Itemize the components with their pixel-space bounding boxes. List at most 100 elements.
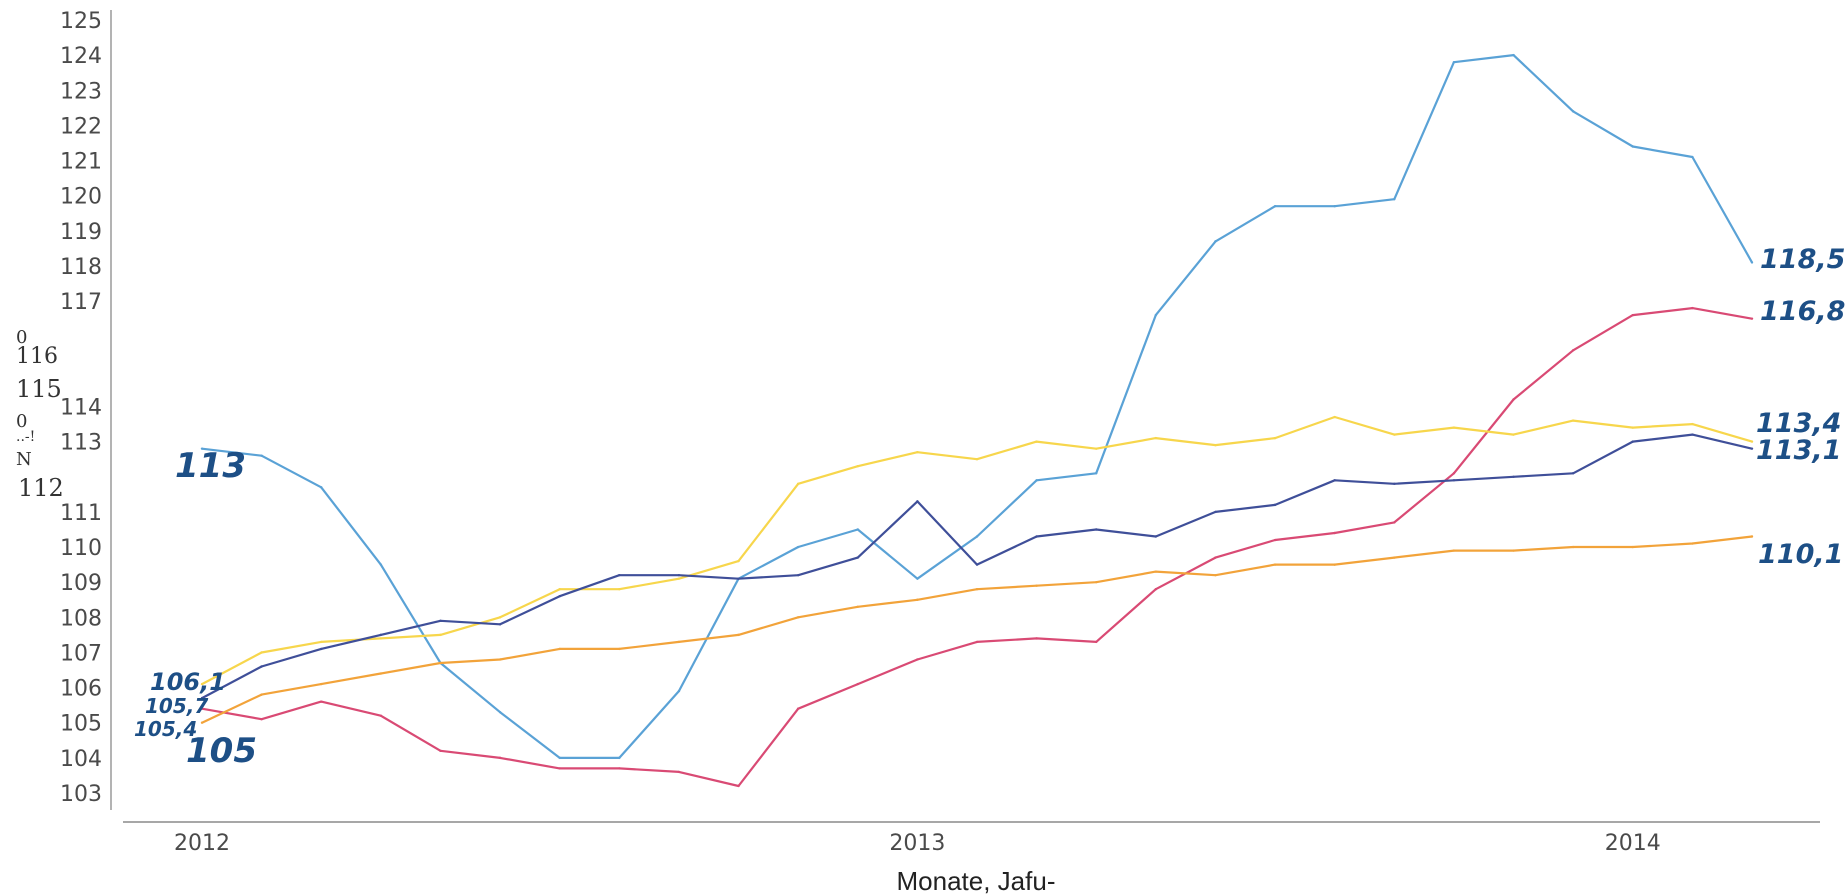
data-point	[1452, 549, 1456, 552]
data-point	[1631, 145, 1634, 148]
stray-n: N	[16, 449, 32, 470]
data-point	[1214, 443, 1217, 447]
data-point	[1750, 440, 1754, 443]
data-point	[916, 598, 919, 601]
data-point	[1214, 510, 1217, 514]
x-tick-label: 2014	[1605, 831, 1661, 856]
data-point	[1214, 556, 1217, 559]
data-point	[498, 756, 502, 760]
series-2	[200, 415, 1754, 686]
data-point	[1452, 479, 1456, 482]
data-point	[1035, 535, 1038, 538]
data-point	[1571, 419, 1575, 422]
data-point	[1631, 426, 1634, 429]
data-point	[260, 693, 263, 696]
y-tick-label: 105	[60, 712, 102, 737]
series-end-label: 113,4	[1756, 408, 1841, 439]
data-point	[379, 637, 383, 640]
stray-116: 116	[16, 344, 58, 369]
x-tick-labels: 2012 2013 2014	[174, 831, 1661, 856]
data-point	[200, 721, 204, 724]
data-point	[975, 588, 979, 591]
data-point	[1273, 563, 1277, 566]
y-tick-label: 104	[60, 747, 102, 772]
data-point	[916, 450, 919, 454]
data-point	[439, 661, 442, 665]
data-point	[1571, 545, 1575, 549]
data-point	[1333, 479, 1336, 482]
data-point	[1333, 205, 1336, 208]
data-point	[1512, 433, 1515, 436]
data-point	[320, 647, 323, 651]
data-point	[1214, 240, 1217, 243]
y-tick-label: 123	[60, 79, 102, 104]
data-point	[558, 756, 561, 760]
series-start-label: 105,7	[145, 694, 208, 718]
series-end-label: 113,1	[1756, 435, 1841, 466]
data-point	[1631, 440, 1634, 443]
data-point	[737, 559, 740, 563]
data-point	[1512, 549, 1515, 552]
data-point	[737, 784, 740, 788]
data-point	[975, 458, 979, 461]
data-point	[856, 528, 859, 531]
data-point	[677, 689, 681, 693]
data-point	[1750, 317, 1754, 320]
data-point	[1095, 528, 1098, 531]
data-point	[975, 563, 979, 566]
data-point	[498, 710, 502, 714]
data-point	[1333, 531, 1336, 535]
data-point	[1035, 584, 1038, 587]
data-point	[618, 647, 621, 651]
data-point	[1095, 472, 1098, 475]
stray-marks: 0 116 115 0 ..-! N 112	[16, 327, 64, 502]
data-point	[856, 556, 859, 559]
series-end-label: 116,8	[1760, 296, 1845, 327]
y-tick-label: 109	[60, 571, 102, 596]
data-point	[1333, 563, 1336, 566]
data-point	[498, 623, 502, 626]
data-point	[320, 640, 323, 644]
data-point	[1154, 535, 1158, 538]
stray-zero-b: 0	[16, 411, 27, 432]
series-start-label: 106,1	[150, 668, 226, 696]
y-tick-label: 103	[60, 782, 102, 807]
data-point	[796, 545, 800, 549]
data-point	[1095, 447, 1098, 450]
data-point	[1691, 306, 1694, 310]
y-tick-label: 110	[60, 536, 102, 561]
data-point	[677, 577, 681, 580]
series-start-label: 105	[186, 731, 257, 771]
data-point	[200, 682, 204, 686]
data-point	[737, 633, 740, 637]
data-point	[379, 563, 383, 566]
data-point	[856, 605, 859, 608]
y-tick-label: 106	[60, 677, 102, 702]
y-tick-label: 122	[60, 114, 102, 139]
y-tick-labels: 125 124 123 122 121 120 119 118 117 114 113 111 110 1…	[60, 9, 102, 807]
data-point	[975, 535, 979, 538]
y-tick-label: 119	[60, 220, 102, 245]
data-point	[1691, 422, 1694, 426]
data-point	[975, 640, 979, 644]
data-point	[200, 707, 204, 710]
data-point	[1393, 556, 1396, 559]
data-point	[200, 696, 204, 700]
data-point	[558, 767, 561, 770]
data-point	[618, 767, 621, 770]
data-point	[1154, 570, 1158, 573]
data-point	[1631, 313, 1634, 317]
data-point	[1035, 479, 1038, 482]
data-point	[796, 482, 800, 485]
data-point	[1273, 538, 1277, 542]
data-point	[498, 658, 502, 661]
y-tick-label: 118	[60, 255, 102, 280]
data-point	[1691, 433, 1694, 436]
data-point	[618, 573, 621, 577]
data-point	[1393, 197, 1396, 201]
y-tick-label: 117	[60, 290, 102, 315]
data-point	[320, 682, 323, 686]
data-point	[916, 658, 919, 661]
data-point	[796, 707, 800, 710]
